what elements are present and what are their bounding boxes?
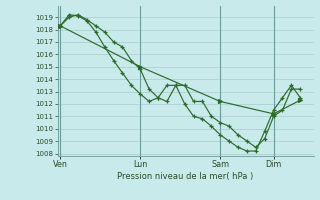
X-axis label: Pression niveau de la mer( hPa ): Pression niveau de la mer( hPa ) [117, 172, 254, 181]
